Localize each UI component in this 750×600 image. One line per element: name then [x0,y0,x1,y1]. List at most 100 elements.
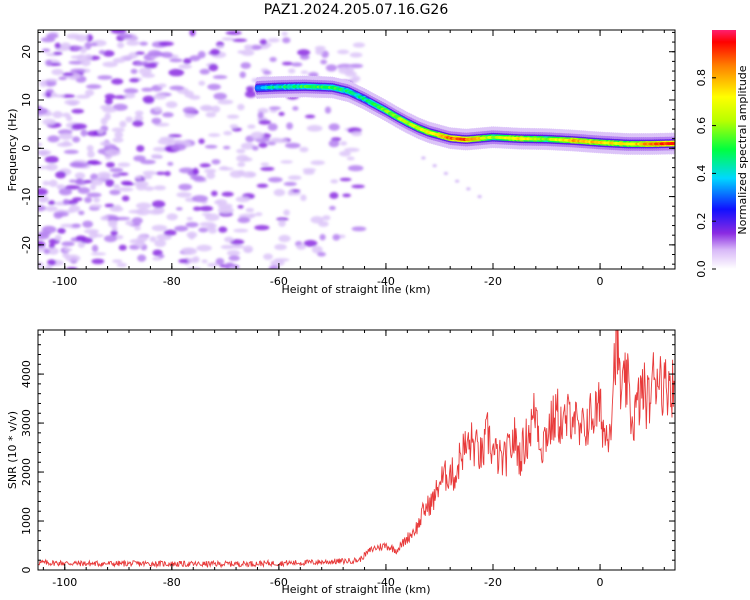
noise-blob [186,231,198,239]
noise-blob [246,85,255,92]
noise-blob [286,122,293,130]
noise-blob [86,130,100,137]
noise-blob [72,136,81,143]
noise-blob [128,209,145,214]
noise-blob [90,252,107,256]
noise-blob [245,207,255,213]
noise-blob [176,192,192,198]
noise-blob [57,129,73,135]
noise-blob [273,258,290,262]
snr-y-tick-label: 4000 [20,360,33,388]
snr-x-label: Height of straight line (km) [281,583,430,596]
colorbar-tick-label: 0.0 [695,260,708,278]
noise-blob [346,156,355,161]
noise-blob [157,83,167,88]
snr-ticks: -100 -80 -60 -40 -20 0 0 1000 2000 3000 4000 [20,330,675,589]
noise-blob [232,38,247,43]
noise-blob [134,175,142,180]
noise-blob [211,105,221,113]
noise-blob [134,114,144,123]
noise-blob [344,147,360,152]
noise-blob [114,131,124,139]
noise-blob [322,215,331,221]
noise-blob [45,163,58,171]
noise-blob [169,58,183,63]
noise-blob [98,49,106,55]
spectral-ridge-layer [254,85,675,146]
noise-blob [102,50,115,57]
noise-blob [201,105,214,112]
colorbar: 0.0 0.2 0.4 0.6 0.8 Normalized spectral ampl… [695,30,749,278]
noise-blob [100,117,108,126]
spectrogram-y-label: Frequency (Hz) [6,109,19,192]
snr-x-tick-label: -40 [377,576,395,589]
noise-blob [193,176,206,182]
noise-blob [256,183,269,188]
noise-blob [185,221,199,228]
noise-blob [99,173,111,180]
noise-blob [63,149,79,155]
noise-blob [273,188,286,197]
noise-blob [107,220,119,225]
noise-blob [311,245,323,254]
noise-blob [85,84,102,89]
colorbar-tick-label: 0.8 [695,69,708,87]
noise-blob [104,97,113,105]
noise-blob [282,37,291,44]
noise-blob [217,99,234,105]
snr-x-tick-label: -20 [484,576,502,589]
noise-blob [58,188,73,196]
spectrogram-y-tick-label: 10 [20,93,33,107]
noise-blob [330,179,339,184]
noise-blob [152,256,162,261]
noise-blob [89,204,103,208]
noise-blob [228,266,238,269]
noise-blob [207,83,221,91]
noise-blob [142,95,155,103]
noise-blob [347,165,364,172]
noise-blob [114,216,131,221]
noise-blob [131,217,143,225]
noise-blob [244,44,253,50]
noise-blob [296,244,306,250]
noise-blob [150,153,162,158]
noise-blob [204,144,218,149]
noise-blob [210,48,221,56]
noise-blob [155,171,166,175]
spectrogram-y-tick-label: 20 [20,45,33,59]
figure-title: PAZ1.2024.205.07.16.G26 [264,2,449,18]
snr-y-tick-label: 3000 [20,409,33,437]
snr-panel: -100 -80 -60 -40 -20 0 0 1000 2000 3000 4000 Heigh… [6,329,676,596]
noise-blob [199,163,211,168]
snr-x-tick-label: -100 [52,576,77,589]
noise-blob [302,168,317,172]
noise-blob [77,187,91,194]
noise-blob [48,179,58,188]
colorbar-label: Normalized spectral amplitude [736,65,749,234]
noise-blob [278,234,291,243]
noise-blob [168,139,183,144]
noise-blob [153,93,167,100]
noise-blob [125,220,134,226]
noise-blob [339,177,352,182]
noise-blob [126,40,140,46]
noise-blob [342,193,351,198]
noise-blob [222,145,231,150]
spectrogram-y-tick-label: -20 [20,236,33,254]
noise-blob [274,243,287,251]
noise-blob [38,188,48,196]
noise-blob [43,248,50,255]
noise-blob [283,181,297,187]
noise-blob [278,111,285,116]
noise-blob [139,41,148,46]
noise-blob [207,262,218,268]
noise-blob [45,264,53,269]
noise-blob [237,103,245,111]
noise-blob [78,210,85,216]
noise-blob [136,145,145,152]
noise-blob [133,155,146,162]
snr-y-tick-label: 0 [20,567,33,574]
noise-blob [169,85,185,91]
noise-blob [218,226,228,233]
noise-blob [168,134,182,138]
